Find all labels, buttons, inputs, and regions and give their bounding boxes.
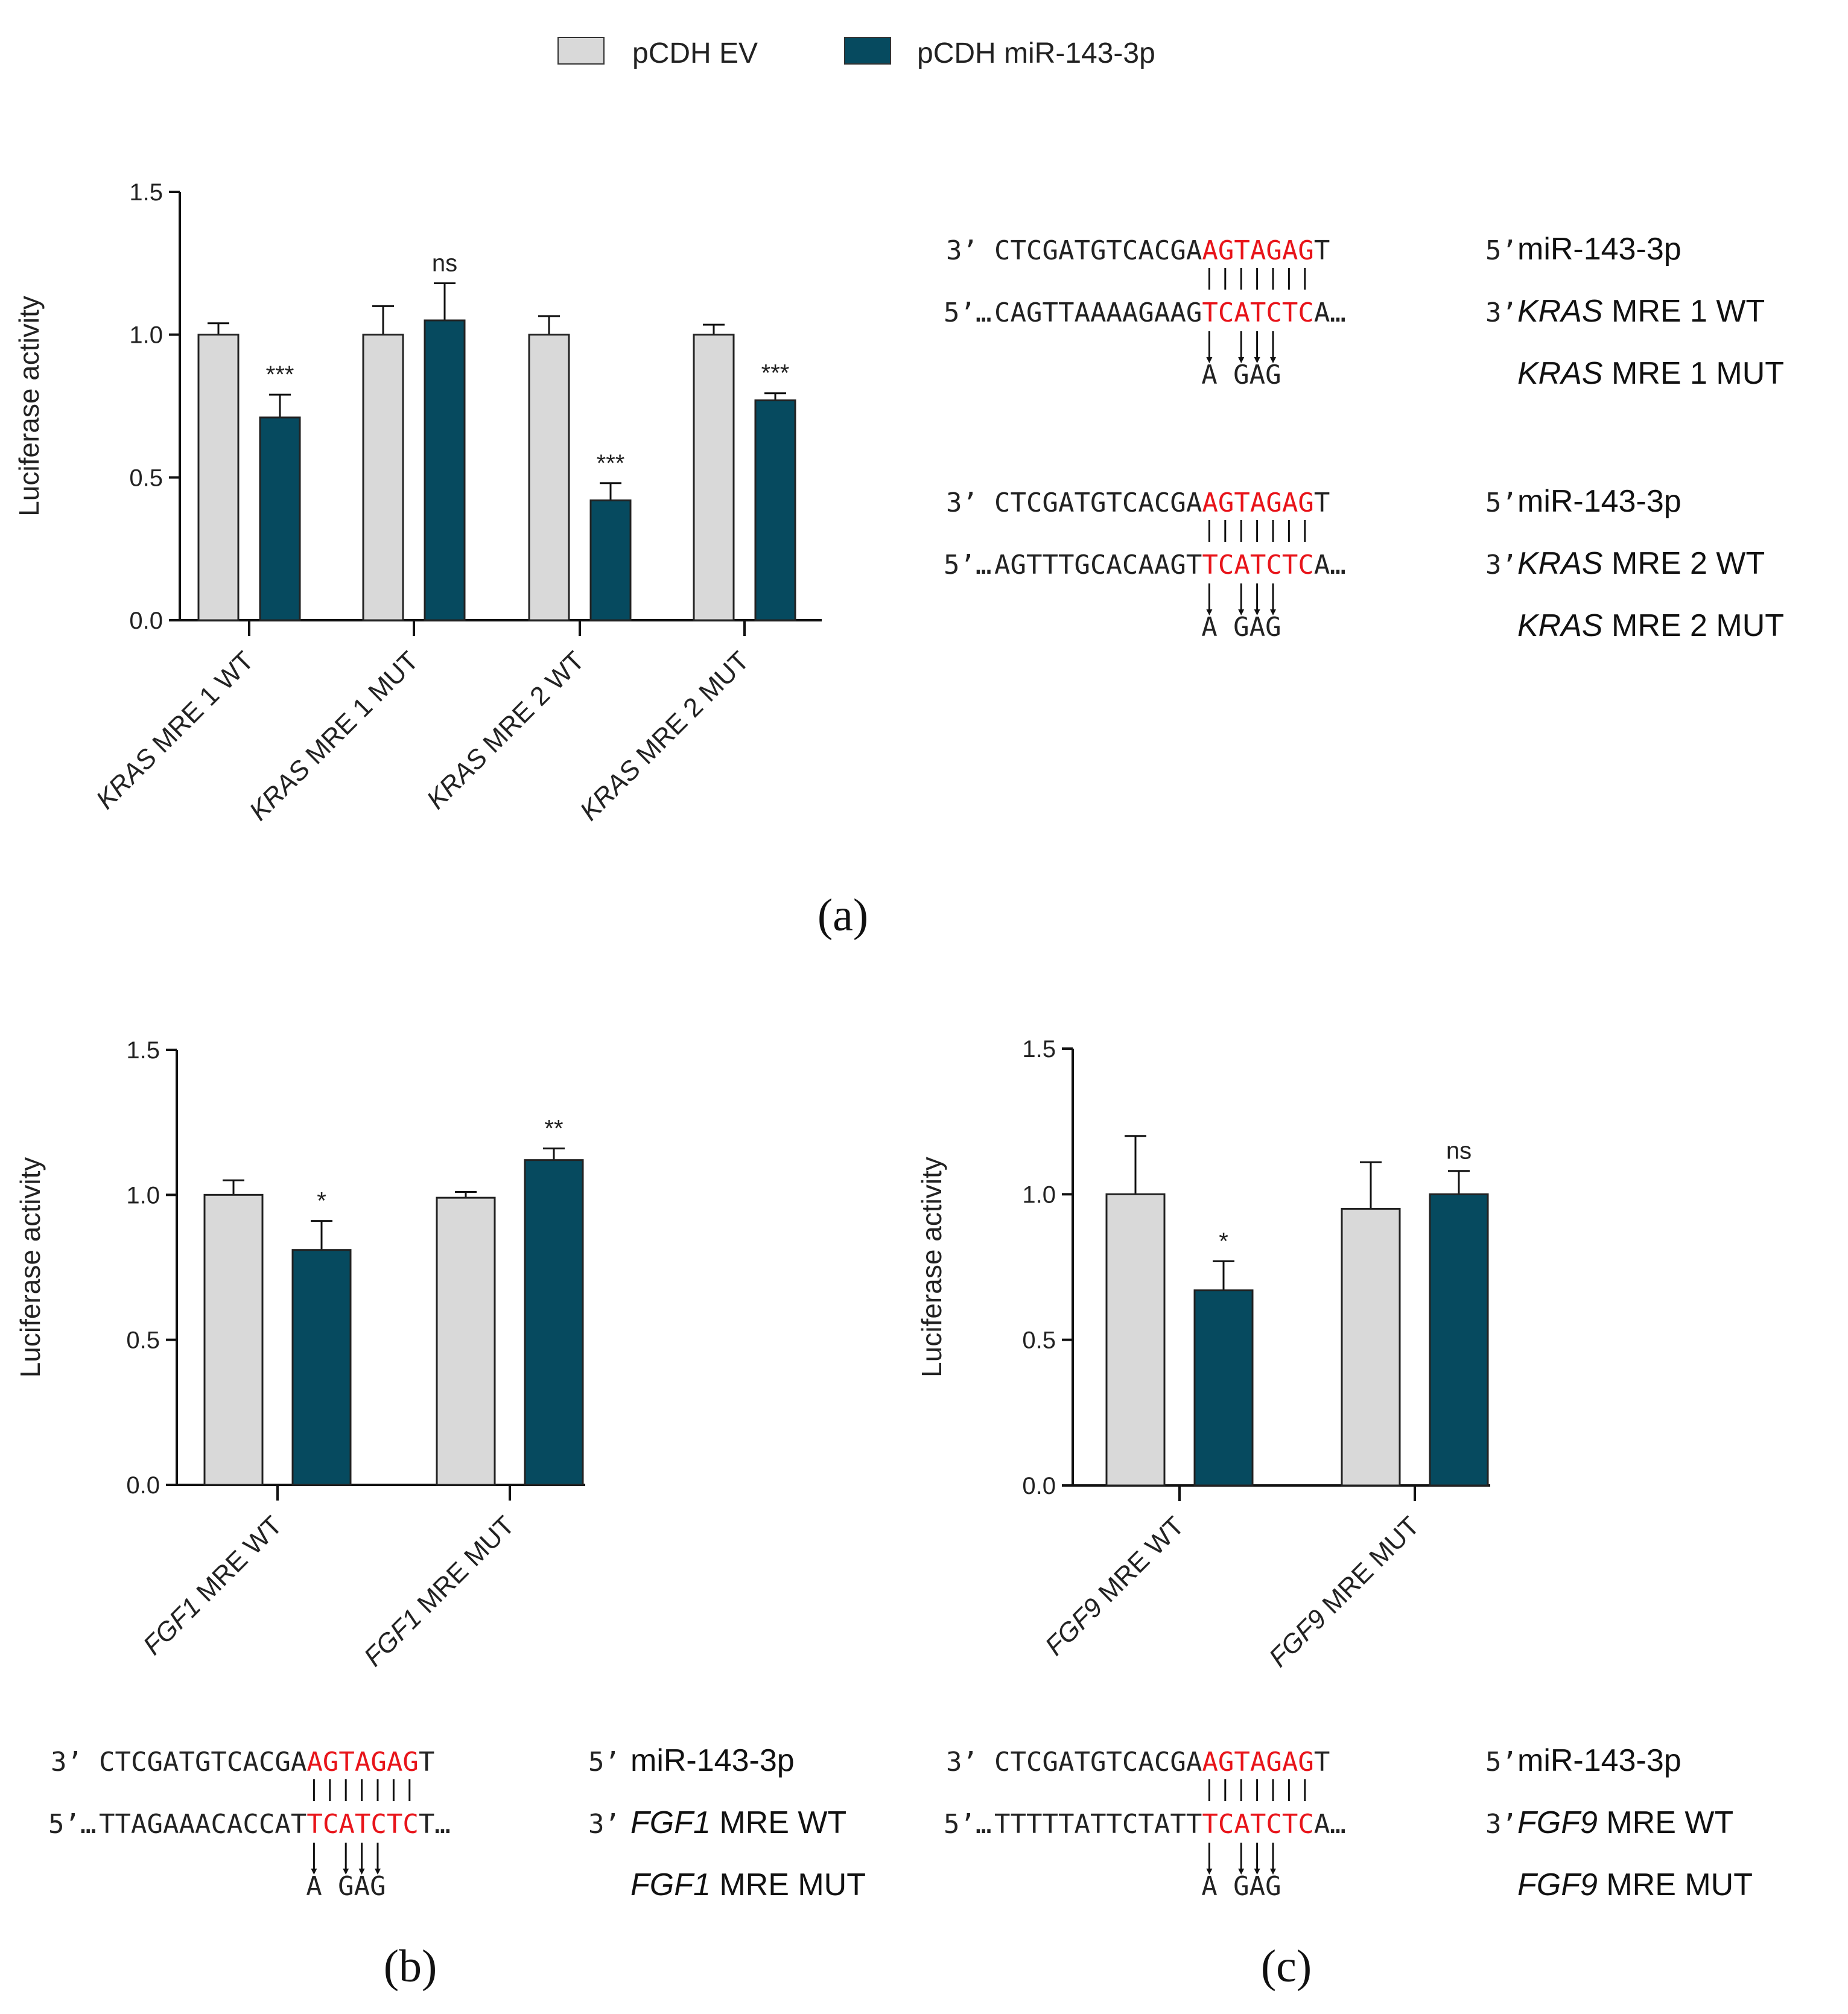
significance-label: *	[1219, 1228, 1228, 1254]
x-tick-label: FGF9 MRE MUT	[1263, 1511, 1425, 1673]
target-sequence: 5’… TTAGAAACACCATTCATCTCT…	[48, 1809, 451, 1840]
mir-sequence: CTCGATGTCACGAAGTAGAGT	[99, 1747, 434, 1777]
mir-end-prime: 5’	[1485, 1747, 1517, 1777]
mir-end-prime: 5’	[1485, 235, 1517, 266]
bar-mir	[424, 319, 466, 621]
mut-label: KRAS MRE 1 MUT	[1517, 356, 1784, 391]
legend-label-mir: pCDH miR-143-3p	[917, 37, 1155, 69]
bar-ev	[362, 334, 404, 621]
legend: pCDH EV pCDH miR-143-3p	[557, 37, 1155, 69]
bar-ev	[197, 334, 240, 621]
wt-label: KRAS MRE 1 WT	[1517, 294, 1765, 329]
bar-ev	[1105, 1193, 1166, 1487]
x-tick-label: KRAS MRE 1 MUT	[244, 646, 424, 826]
target-end-prime: 3’	[1485, 297, 1517, 328]
mir-end-prime: 5’	[588, 1747, 620, 1777]
significance-label: **	[544, 1115, 563, 1142]
x-tick-label: FGF1 MRE MUT	[358, 1510, 520, 1672]
panel-label-b: (b)	[384, 1941, 437, 1992]
wt-label: FGF9 MRE WT	[1517, 1805, 1733, 1840]
panel-label-c: (c)	[1261, 1941, 1312, 1992]
x-tick-label: KRAS MRE 2 WT	[421, 646, 590, 815]
target-end-prime: 3’	[1485, 550, 1517, 580]
alignment-kras-mre1: 3’ CTCGATGTCACGAAGTAGAGT 5’ miR-143-3p 5’… CA…	[944, 232, 1784, 391]
alignment-fgf1: 3’ CTCGATGTCACGAAGTAGAGT 5’ miR-143-3p 5’… TT…	[48, 1743, 866, 1902]
bar-mir	[1429, 1193, 1489, 1487]
y-tick-label: 1.0	[126, 1182, 160, 1209]
bar-mir	[589, 499, 632, 621]
mir-name: miR-143-3p	[1517, 1743, 1681, 1778]
significance-label: ***	[597, 450, 625, 477]
bar-ev	[203, 1193, 264, 1486]
y-tick-label: 0.5	[1022, 1327, 1056, 1354]
significance-label: *	[317, 1188, 326, 1215]
mir-prime: 3’	[946, 235, 978, 266]
panel-label-a: (a)	[818, 890, 868, 941]
target-end-prime: 3’	[1485, 1809, 1517, 1840]
y-tick-label: 0.0	[1022, 1473, 1056, 1499]
legend-swatch-ev	[557, 37, 605, 65]
y-tick-label: 1.0	[1022, 1181, 1056, 1208]
mir-sequence: CTCGATGTCACGAAGTAGAGT	[994, 488, 1330, 518]
y-axis-label: Luciferase activity	[14, 1157, 46, 1378]
mutant-bases: A GAG	[1201, 1871, 1281, 1902]
x-tick-label: KRAS MRE 2 MUT	[574, 646, 755, 826]
chart-b: 0.0 0.5 1.0 1.5 Luciferase activity * FGF1 MRE…	[14, 1037, 585, 1672]
mut-label: FGF9 MRE MUT	[1517, 1867, 1753, 1902]
bar-mir	[1193, 1289, 1254, 1487]
mir-end-prime: 5’	[1485, 488, 1517, 518]
y-tick-label: 1.5	[126, 1037, 160, 1064]
mutant-bases: A GAG	[306, 1871, 386, 1902]
target-sequence: 5’… AGTTTGCACAAGTTCATCTCA…	[944, 550, 1346, 580]
mir-prime: 3’	[946, 1747, 978, 1777]
significance-label: ***	[761, 360, 790, 387]
wt-label: FGF1 MRE WT	[630, 1805, 846, 1840]
mir-name: miR-143-3p	[630, 1743, 795, 1778]
y-tick-label: 0.0	[129, 608, 163, 634]
mir-name: miR-143-3p	[1517, 484, 1681, 519]
mutant-bases: A GAG	[1201, 612, 1281, 643]
x-tick-label: FGF9 MRE WT	[1040, 1511, 1190, 1661]
target-sequence: 5’… TTTTTATTCTATTTCATCTCA…	[944, 1809, 1346, 1840]
target-sequence: 5’… CAGTTAAAAGAAGTCATCTCA…	[944, 297, 1346, 328]
mir-prime: 3’	[946, 488, 978, 518]
x-tick-label: KRAS MRE 1 WT	[90, 646, 259, 815]
legend-label-ev: pCDH EV	[632, 37, 758, 69]
y-tick-label: 0.0	[126, 1472, 160, 1499]
y-tick-label: 0.5	[129, 465, 163, 491]
y-tick-label: 1.5	[129, 179, 163, 206]
mir-sequence: CTCGATGTCACGAAGTAGAGT	[994, 1747, 1330, 1777]
significance-label: ***	[266, 361, 294, 388]
mir-name: miR-143-3p	[1517, 232, 1681, 267]
bar-mir	[524, 1159, 584, 1486]
y-tick-label: 1.5	[1022, 1036, 1056, 1063]
wt-label: KRAS MRE 2 WT	[1517, 546, 1765, 581]
bar-ev	[528, 334, 570, 621]
alignment-fgf9: 3’ CTCGATGTCACGAAGTAGAGT 5’ miR-143-3p 5’… TT…	[944, 1743, 1753, 1902]
legend-swatch-mir	[844, 37, 891, 65]
mut-label: FGF1 MRE MUT	[630, 1867, 866, 1902]
y-axis-label: Luciferase activity	[916, 1157, 947, 1377]
bar-mir	[291, 1249, 352, 1486]
y-tick-label: 0.5	[126, 1327, 160, 1354]
mut-label: KRAS MRE 2 MUT	[1517, 608, 1784, 643]
y-axis-label: Luciferase activity	[13, 296, 45, 516]
significance-label: ns	[1446, 1138, 1472, 1164]
x-tick-label: FGF1 MRE WT	[138, 1510, 288, 1660]
bar-ev	[693, 334, 735, 621]
y-tick-label: 1.0	[129, 322, 163, 349]
bar-mir	[259, 416, 301, 621]
significance-label: ns	[432, 250, 457, 276]
mutant-bases: A GAG	[1201, 360, 1281, 390]
bar-mir	[754, 399, 796, 621]
mir-prime: 3’	[51, 1747, 83, 1777]
chart-c: 0.0 0.5 1.0 1.5 Luciferase activity * FGF9 MRE…	[916, 1036, 1490, 1673]
alignment-kras-mre2: 3’ CTCGATGTCACGAAGTAGAGT 5’ miR-143-3p 5’… AG…	[944, 484, 1784, 643]
bar-ev	[436, 1196, 496, 1486]
target-end-prime: 3’	[588, 1809, 620, 1840]
chart-a: 0.0 0.5 1.0 1.5 Luciferase activity *** KRAS M…	[13, 179, 822, 827]
mir-sequence: CTCGATGTCACGAAGTAGAGT	[994, 235, 1330, 266]
bar-ev	[1341, 1207, 1401, 1487]
